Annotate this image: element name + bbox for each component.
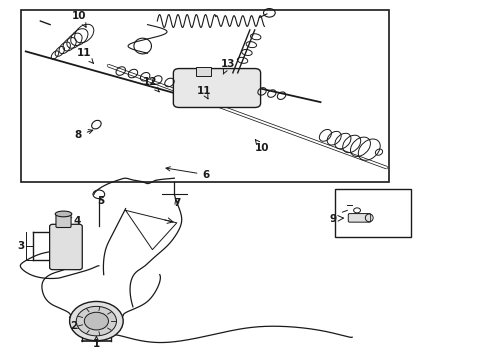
Text: 7: 7: [173, 198, 180, 208]
Circle shape: [84, 312, 108, 330]
Text: 13: 13: [220, 59, 235, 74]
Text: 10: 10: [255, 140, 270, 153]
Text: 3: 3: [17, 241, 24, 251]
Text: 9: 9: [329, 214, 337, 224]
Circle shape: [70, 301, 123, 341]
FancyBboxPatch shape: [348, 213, 371, 222]
FancyBboxPatch shape: [173, 68, 261, 108]
Ellipse shape: [55, 211, 72, 217]
Text: 1: 1: [93, 336, 100, 349]
Text: 4: 4: [67, 216, 80, 226]
Text: 11: 11: [196, 86, 211, 99]
Bar: [21, 10, 389, 182]
Text: 11: 11: [77, 48, 94, 63]
Bar: [335, 189, 411, 237]
FancyBboxPatch shape: [49, 224, 82, 270]
Text: 6: 6: [166, 167, 210, 180]
Text: 2: 2: [70, 321, 83, 332]
Text: 8: 8: [74, 130, 93, 140]
Bar: [196, 67, 211, 76]
Circle shape: [76, 306, 117, 336]
Text: 12: 12: [143, 77, 159, 92]
Text: 10: 10: [72, 11, 87, 27]
FancyBboxPatch shape: [56, 215, 71, 228]
Text: 5: 5: [98, 197, 105, 206]
